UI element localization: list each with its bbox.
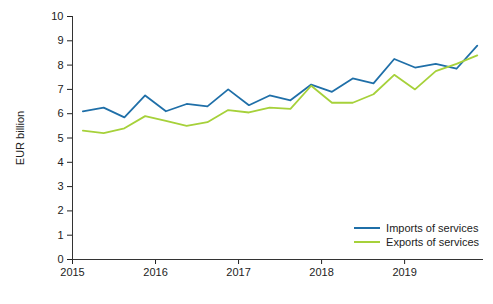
svg-text:EUR billion: EUR billion	[14, 111, 26, 165]
svg-text:10: 10	[51, 10, 63, 22]
svg-text:5: 5	[57, 132, 63, 144]
svg-text:8: 8	[57, 59, 63, 71]
svg-text:2017: 2017	[226, 266, 250, 278]
svg-text:7: 7	[57, 83, 63, 95]
svg-text:2016: 2016	[143, 266, 167, 278]
html-text:Imports of services: Imports of services	[386, 222, 479, 234]
svg-text:4: 4	[57, 156, 63, 168]
svg-text:3: 3	[57, 180, 63, 192]
svg-text:2015: 2015	[60, 266, 84, 278]
svg-text:2018: 2018	[309, 266, 333, 278]
svg-text:6: 6	[57, 107, 63, 119]
svg-text:2019: 2019	[392, 266, 416, 278]
svg-text:2: 2	[57, 204, 63, 216]
svg-text:0: 0	[57, 253, 63, 265]
svg-text:9: 9	[57, 34, 63, 46]
svg-text:1: 1	[57, 229, 63, 241]
html-text:Exports of services: Exports of services	[386, 236, 479, 248]
